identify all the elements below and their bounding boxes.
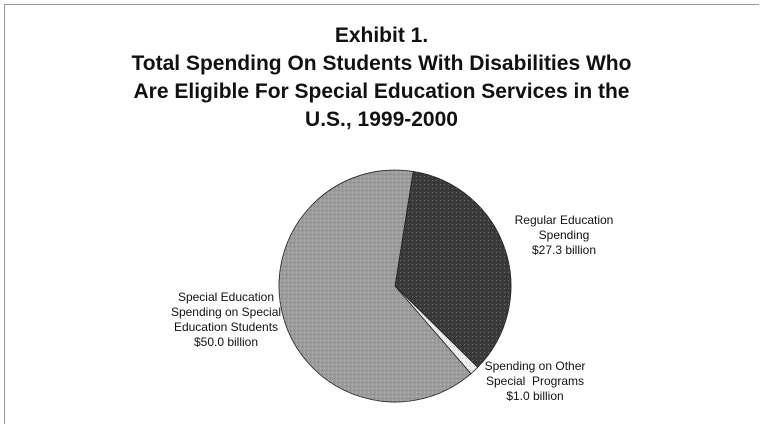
pie-slices <box>278 169 512 403</box>
pie-slice-regular-education-texture <box>395 171 511 368</box>
slice-label-line: Special Programs <box>486 374 584 388</box>
chart-subtitle-line-3: U.S., 1999-2000 <box>305 108 458 131</box>
slice-label-line: Spending on Special <box>171 305 281 319</box>
pie-labels: Regular Education Spending $27.3 billionSp… <box>171 213 613 403</box>
chart-title: Exhibit 1. <box>334 24 429 47</box>
slice-label-line: Education Students <box>174 320 278 334</box>
chart-subtitle-line-2: Are Eligible For Special Education Servi… <box>133 80 630 103</box>
chart-subtitle-line-1: Total Spending On Students With Disabili… <box>131 52 632 75</box>
slice-label-line: Spending <box>539 228 590 242</box>
slice-label-line: $27.3 billion <box>532 243 596 257</box>
slice-label-special-education: Special Education Spending on Special Educ… <box>171 290 281 349</box>
slice-label-line: $1.0 billion <box>506 389 563 403</box>
slice-label-line: $50.0 billion <box>194 335 258 349</box>
slice-label-regular-education: Regular Education Spending $27.3 billion <box>515 213 614 257</box>
pie-slice-spending-on-other-texture <box>395 286 478 374</box>
slice-label-spending-on-other: Spending on Other Special Programs $1.0 bi… <box>485 359 586 403</box>
slice-label-line: Regular Education <box>515 213 614 227</box>
chart-frame <box>4 4 759 424</box>
pie-slice-special-education-texture <box>279 170 471 403</box>
chart-title-block: Exhibit 1. Total Spending On Students Wi… <box>0 22 763 134</box>
slice-label-line: Spending on Other <box>485 359 586 373</box>
slice-label-line: Special Education <box>178 290 274 304</box>
